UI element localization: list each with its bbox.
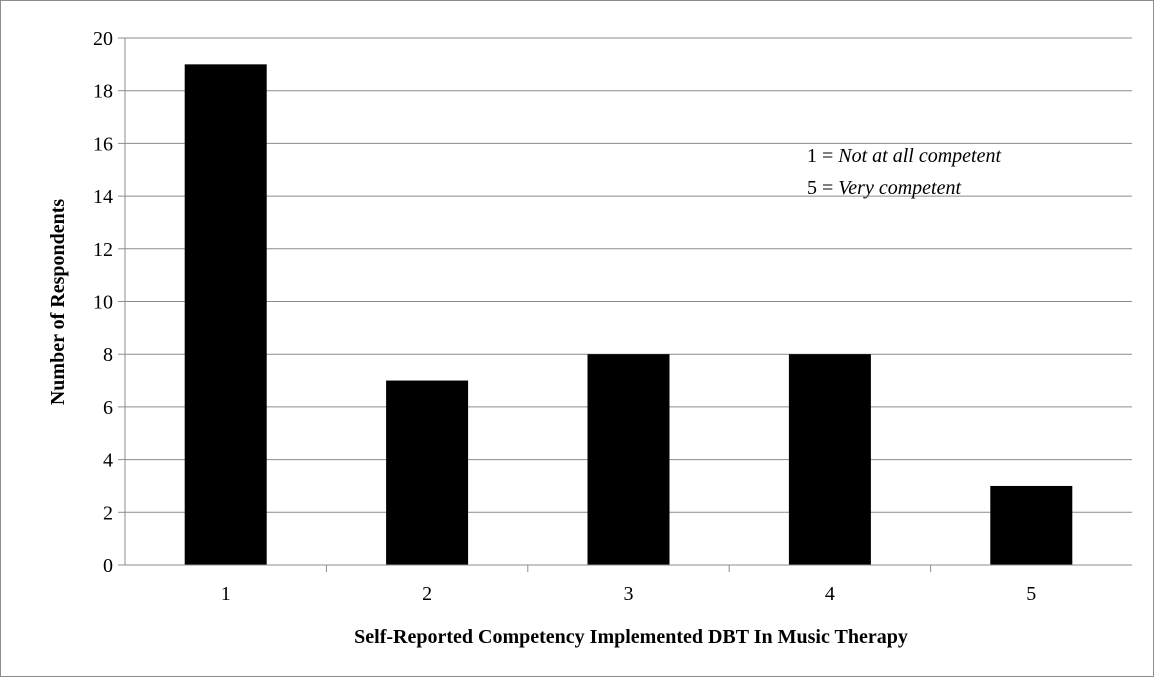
y-tick-label: 14 [93,186,113,208]
x-tick-label: 4 [825,583,835,605]
x-tick-label: 5 [1026,583,1036,605]
annotation-line-1: 1 = Not at all competent [807,145,1001,167]
x-tick-label: 1 [221,583,231,605]
bar-1 [184,64,267,565]
bar-5 [990,485,1073,565]
y-tick-label: 8 [103,344,113,366]
bar-3 [587,354,670,565]
annotation-line-2: 5 = Very competent [807,177,961,199]
y-tick-label: 0 [103,555,113,577]
y-axis-title: Number of Respondents [47,199,69,406]
x-tick-label: 3 [624,583,634,605]
bars [184,64,1073,565]
y-tick-label: 18 [93,81,113,103]
y-tick-label: 6 [103,397,113,419]
x-tick-label: 2 [422,583,432,605]
y-tick-label: 10 [93,292,113,314]
axes [118,37,1132,572]
gridlines [125,37,1132,513]
bar-2 [386,380,469,565]
annotation-box: 1 = Not at all competent 5 = Very compet… [807,145,1001,199]
bar-4 [788,354,871,565]
x-axis-title: Self-Reported Competency Implemented DBT… [354,626,908,648]
y-tick-label: 16 [93,133,113,155]
y-tick-label: 20 [93,28,113,50]
y-tick-label: 12 [93,239,113,261]
y-tick-labels: 0 2 4 6 8 10 12 14 16 18 20 [93,28,113,577]
x-tick-labels: 1 2 3 4 5 [221,583,1037,605]
y-tick-label: 4 [103,450,113,472]
y-tick-label: 2 [103,502,113,524]
